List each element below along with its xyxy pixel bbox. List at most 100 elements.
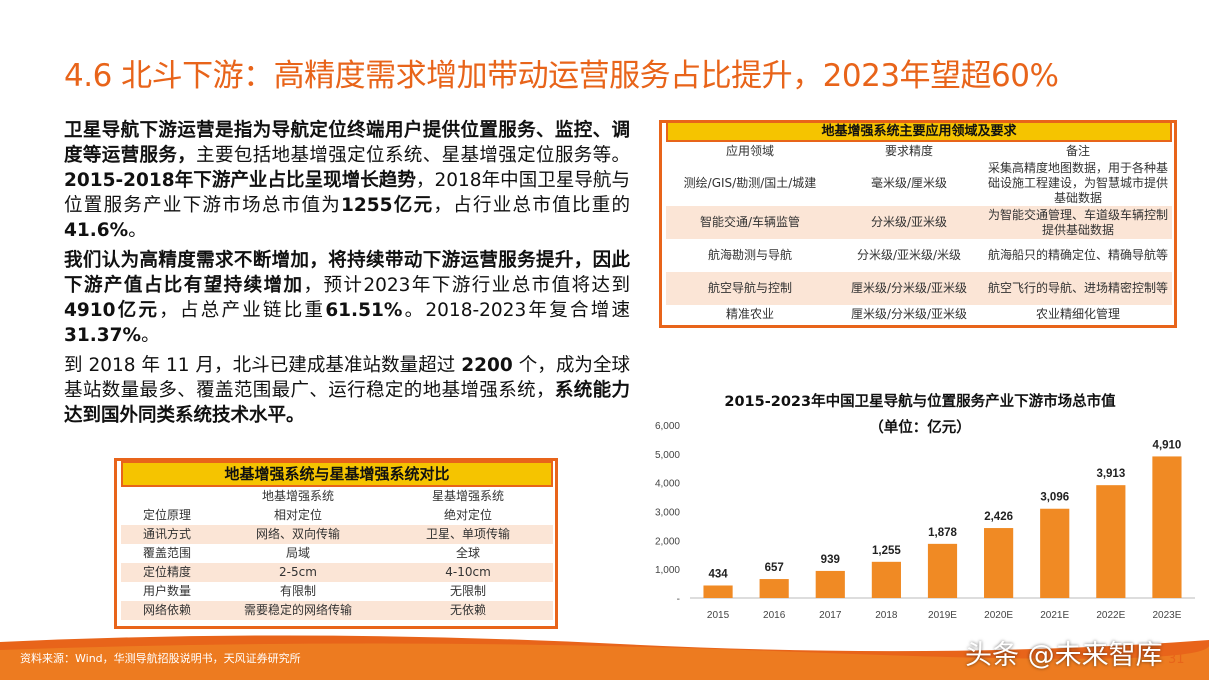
x-tick-label: 2022E (1096, 610, 1125, 621)
page-number: 31 (1168, 652, 1185, 667)
y-tick-label: - (677, 594, 680, 605)
bar-value-label: 4,910 (1153, 439, 1182, 451)
bar-2017 (815, 570, 845, 598)
text-run: 。 (128, 220, 147, 241)
text-run: 。 (141, 325, 160, 346)
text-run: ，预计2023年下游行业总市值将达到 (303, 275, 631, 296)
bar-value-label: 2,426 (984, 511, 1013, 523)
paragraph-1: 卫星导航下游运营是指为导航定位终端用户提供位置服务、监控、调度等运营服务，主要包… (64, 118, 630, 243)
chart-subtitle: （单位：亿元） (869, 420, 971, 436)
y-tick-label: 5,000 (655, 450, 680, 461)
bar-value-label: 657 (765, 562, 784, 574)
body-text: 卫星导航下游运营是指为导航定位终端用户提供位置服务、监控、调度等运营服务，主要包… (64, 118, 630, 433)
table-header-row: 地基增强系统 星基增强系统 (121, 487, 553, 506)
table-cell: 定位原理 (142, 508, 191, 522)
table-cell: 网络、双向传输 (213, 525, 383, 544)
text-run: ，占行业总市值比重的 (433, 195, 630, 216)
text-run: 到 2018 年 11 月，北斗已建成基准站数量超过 (64, 355, 462, 376)
table-cell: 2-5cm (213, 563, 383, 582)
table-cell: 无限制 (449, 584, 486, 598)
table-header-cell: 星基增强系统 (383, 487, 553, 506)
bar-2021E (1040, 508, 1070, 598)
bold-text-run: 2200 (461, 355, 513, 376)
y-tick-label: 3,000 (655, 508, 680, 519)
table-row: 定位原理 相对定位 绝对定位 (121, 506, 553, 525)
x-tick-label: 2018 (875, 610, 898, 621)
table-row: 网络依赖 需要稳定的网络传输 无依赖 (121, 601, 553, 620)
text-run: ，占总产业链比重 (159, 300, 326, 321)
bold-text-run: 61.51% (325, 300, 403, 321)
table-cell: 局域 (285, 546, 310, 560)
table-cell: 卫星、单项传输 (383, 525, 553, 544)
table-cell: 厘米级/分米级/亚米级 (850, 307, 968, 321)
bold-text-run: 41.6% (64, 220, 129, 241)
table-cell: 厘米级/分米级/亚米级 (834, 272, 984, 305)
x-tick-label: 2021E (1040, 610, 1069, 621)
y-tick-label: 4,000 (655, 479, 680, 490)
text-run: 主要包括地基增强定位系统、星基增强定位服务等。 (196, 145, 630, 166)
text-run: 个，成为全球基站数量最多、覆盖范围最广、运行稳定的地基增强系统， (64, 355, 630, 401)
bold-text-run: 2015-2018年下游产业占比呈现增长趋势 (64, 170, 416, 191)
table-cell: 需要稳定的网络传输 (213, 601, 383, 620)
source-note: 资料来源：Wind，华测导航招股说明书，天风证券研究所 (20, 652, 301, 665)
table-cell: 航海勘测与导航 (707, 248, 792, 262)
paragraph-2: 我们认为高精度需求不断增加，将持续带动下游运营服务提升，因此下游产值占比有望持续… (64, 248, 630, 348)
table-header-cell: 地基增强系统 (213, 487, 383, 506)
table-cell: 毫米级/厘米级 (870, 176, 948, 190)
table-cell: 网络依赖 (121, 601, 213, 620)
bold-text-run: 1255亿元 (341, 195, 434, 216)
table-cell: 覆盖范围 (142, 546, 191, 560)
bar-value-label: 434 (708, 568, 728, 580)
x-tick-label: 2023E (1152, 610, 1181, 621)
market-value-bar-chart: - 1,000 2,000 3,000 4,000 5,000 6,000 434 2015 65… (655, 421, 1195, 621)
x-tick-label: 2017 (819, 610, 842, 621)
chart-title: 2015-2023年中国卫星导航与位置服务产业下游市场总市值 (724, 394, 1116, 410)
table-cell: 航海船只的精确定位、精确导航等 (988, 248, 1169, 262)
toutiao-watermark: 头条 @未来智库 (965, 640, 1163, 671)
text-run: 。2018-2023年复合增速 (402, 300, 630, 321)
bar-value-label: 3,913 (1096, 468, 1125, 480)
table-cell: 相对定位 (273, 508, 322, 522)
table-row: 覆盖范围 局域 全球 (121, 544, 553, 563)
table-header-row: 应用领域 要求精度 备注 (666, 142, 1172, 161)
table-row: 航空导航与控制 厘米级/分米级/亚米级 航空飞行的导航、进场精密控制等 (666, 272, 1172, 305)
bar-2019E (927, 543, 958, 598)
table-cell: 测绘/GIS/勘测/国土/城建 (683, 176, 817, 190)
table-cell: 通讯方式 (121, 525, 213, 544)
comparison-table: 地基增强系统 星基增强系统 定位原理 相对定位 绝对定位 通讯方式 网络、双向传输 卫星、单项… (121, 487, 553, 620)
table-header-cell: 备注 (984, 142, 1172, 161)
application-table: 应用领域 要求精度 备注测绘/GIS/勘测/国土/城建 毫米级/厘米级 采集高精度地图数… (666, 142, 1172, 324)
bar-2016 (759, 579, 789, 598)
table-row: 用户数量 有限制 无限制 (121, 582, 553, 601)
bar-value-label: 1,878 (928, 527, 957, 539)
table-cell: 4-10cm (383, 563, 553, 582)
table-row: 测绘/GIS/勘测/国土/城建 毫米级/厘米级 采集高精度地图数据，用于各种基础设施… (666, 161, 1172, 206)
table-row: 智能交通/车辆监管 分米级/亚米级 为智能交通管理、车道级车辆控制提供基础数据 (666, 206, 1172, 239)
table-cell: 精准农业 (725, 307, 774, 321)
bar-2022E (1096, 485, 1126, 598)
table-header-cell (121, 487, 213, 506)
x-tick-label: 2015 (707, 610, 730, 621)
bar-2015 (703, 585, 733, 598)
bold-text-run: 我们认为高精度需求不断增加，将持续带动下游运营服务提升，因此下游产值占比有望持续… (64, 250, 630, 296)
table-cell: 定位精度 (121, 563, 213, 582)
table-cell: 分米级/亚米级 (834, 206, 984, 239)
table-cell: 航空导航与控制 (666, 272, 834, 305)
table-cell: 采集高精度地图数据，用于各种基础设施工程建设，为智慧城市提供基础数据 (988, 161, 1169, 205)
table-cell: 为智能交通管理、车道级车辆控制提供基础数据 (984, 206, 1172, 239)
bold-text-run: 4910亿元 (64, 300, 160, 321)
bold-text-run: 31.37% (64, 325, 142, 346)
bold-text-run: 卫星导航下游运营是指为导航定位终端用户提供位置服务、监控、调度等运营服务， (64, 120, 630, 166)
table-header-cell: 应用领域 (666, 142, 834, 161)
text-run: ，2018年中国卫星导航与位置服务产业下游市场总市值为 (64, 170, 630, 216)
table-row: 精准农业 厘米级/分米级/亚米级 农业精细化管理 (666, 305, 1172, 324)
bar-2020E (984, 528, 1014, 598)
application-table-title: 地基增强系统主要应用领域及要求 (666, 121, 1172, 142)
table-cell: 农业精细化管理 (1035, 307, 1120, 321)
table-cell: 智能交通/车辆监管 (666, 206, 834, 239)
table-row: 定位精度 2-5cm 4-10cm (121, 563, 553, 582)
page-title: 4.6 北斗下游：高精度需求增加带动运营服务占比提升，2023年望超60% (64, 58, 1059, 94)
table-cell: 有限制 (279, 584, 316, 598)
y-tick-label: 6,000 (655, 421, 680, 432)
table-cell: 用户数量 (142, 584, 191, 598)
